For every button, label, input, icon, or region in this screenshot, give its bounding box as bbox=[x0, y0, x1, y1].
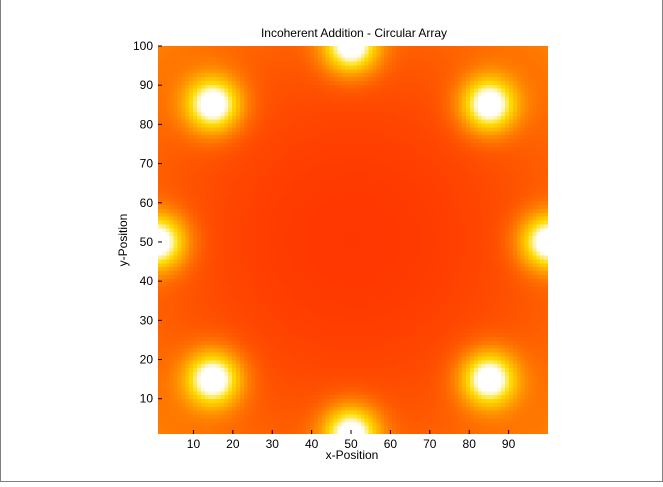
x-axis-ticks: 10 20 30 40 50 60 70 80 90 bbox=[187, 430, 516, 451]
x-tick-label: 60 bbox=[384, 437, 398, 451]
x-axis-label: x-Position bbox=[326, 448, 379, 462]
x-tick-label: 70 bbox=[423, 437, 437, 451]
y-tick-label: 60 bbox=[140, 196, 154, 210]
x-tick-label: 30 bbox=[266, 437, 280, 451]
x-tick-label: 40 bbox=[305, 437, 319, 451]
y-axis-ticks: 10 20 30 40 50 60 70 80 90 100 bbox=[133, 39, 162, 406]
chart-title: Incoherent Addition - Circular Array bbox=[261, 26, 447, 40]
x-tick-label: 10 bbox=[187, 437, 201, 451]
y-tick-label: 40 bbox=[140, 274, 154, 288]
y-tick-label: 70 bbox=[140, 157, 154, 171]
y-tick-label: 80 bbox=[140, 117, 154, 131]
x-tick-label: 20 bbox=[226, 437, 240, 451]
y-tick-label: 50 bbox=[140, 235, 154, 249]
x-tick-label: 90 bbox=[502, 437, 516, 451]
y-tick-label: 90 bbox=[140, 78, 154, 92]
y-tick-label: 20 bbox=[140, 353, 154, 367]
y-tick-label: 100 bbox=[133, 39, 153, 53]
y-axis-label: y-Position bbox=[116, 214, 130, 267]
x-tick-label: 50 bbox=[344, 437, 358, 451]
x-tick-label: 80 bbox=[463, 437, 477, 451]
heatmap-image bbox=[158, 46, 548, 434]
y-tick-label: 30 bbox=[140, 313, 154, 327]
heatmap-raster bbox=[158, 46, 548, 434]
y-tick-label: 10 bbox=[140, 392, 154, 406]
